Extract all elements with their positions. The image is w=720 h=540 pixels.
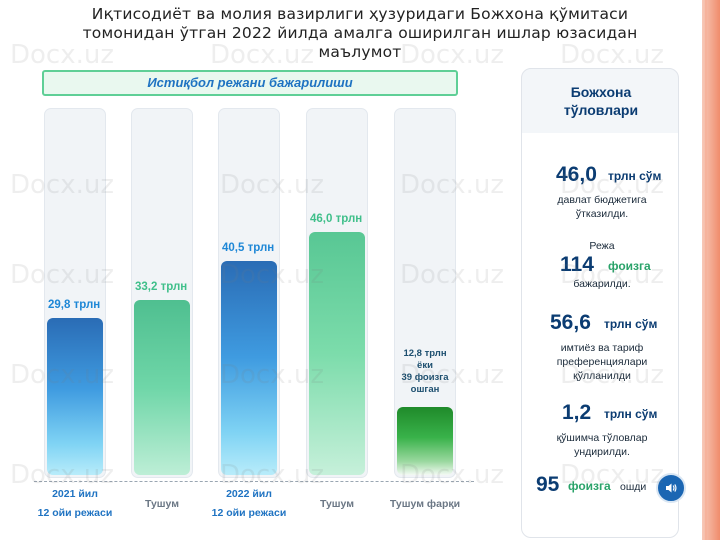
stat-text: давлат бюджетига ўтказилди. <box>534 193 670 221</box>
watermark: Docx.uz <box>10 260 114 290</box>
stat-text-line: преференциялари <box>556 356 648 368</box>
x-axis-label: Тушум фарқи <box>380 495 470 514</box>
x-axis-label-line: 12 ойи режаси <box>37 507 113 519</box>
bar <box>134 300 190 475</box>
difference-note-line: 39 фоизга <box>401 372 449 383</box>
panel-title-line-1: Божхона <box>570 84 632 100</box>
watermark: Docx.uz <box>220 260 324 290</box>
x-axis-label: 2021 йил 12 ойи режаси <box>30 485 120 523</box>
stat-value: 46,0 <box>556 163 597 186</box>
stat-unit: трлн сўм <box>604 317 658 331</box>
x-axis-label: Тушум <box>117 495 207 514</box>
stat-unit: фоизга <box>568 479 611 493</box>
watermark: Docx.uz <box>400 170 504 200</box>
panel-stats: 46,0 трлн сўм давлат бюджетига ўтказилди… <box>534 145 670 529</box>
watermark: Docx.uz <box>560 170 664 200</box>
infographic: Истиқбол режани бажарилиши 29,8 трлн 2021… <box>30 66 690 540</box>
watermark: Docx.uz <box>560 40 664 70</box>
stat-unit: трлн сўм <box>608 169 662 183</box>
stat-text: имтиёз ва тариф преференциялари қўлланил… <box>534 341 670 383</box>
watermark: Docx.uz <box>210 40 314 70</box>
bar <box>221 261 277 475</box>
bar-track <box>306 108 368 478</box>
difference-note-line: ошган <box>410 384 440 395</box>
difference-note-line: ёки <box>417 360 433 371</box>
x-axis-label-line: Тушум <box>144 498 180 510</box>
stat-text-line: бажарилди. <box>573 278 631 290</box>
difference-note-line: 12,8 трлн <box>403 348 447 359</box>
x-axis-label: Тушум <box>292 495 382 514</box>
page-title: Иқтисодиёт ва молия вазирлиги ҳузуридаги… <box>40 5 680 62</box>
speaker-icon <box>666 483 677 493</box>
title-line-1: Иқтисодиёт ва молия вазирлиги ҳузуридаги… <box>91 5 629 23</box>
stat-value: 1,2 <box>562 401 592 424</box>
bar <box>397 407 453 475</box>
watermark: Docx.uz <box>10 170 114 200</box>
watermark: Docx.uz <box>10 40 114 70</box>
panel-title-line-2: тўловлари <box>563 102 639 118</box>
difference-note: 12,8 трлн ёки 39 фоизга ошган <box>390 348 460 396</box>
stat-text-line: имтиёз ва тариф <box>560 342 644 354</box>
stat-text-line: давлат бюджетига <box>557 194 647 206</box>
bar-value-label: 40,5 трлн <box>222 242 275 254</box>
watermark: Docx.uz <box>400 360 504 390</box>
stat-text-line: ундирилди. <box>574 446 630 458</box>
bar-track <box>394 108 456 478</box>
audio-play-button[interactable] <box>656 473 686 503</box>
title-line-2: томонидан ўтган 2022 йилда амалга оширил… <box>82 24 638 42</box>
decorative-side-strip <box>702 0 720 540</box>
bar-value-label: 29,8 трлн <box>48 299 101 311</box>
x-axis-label-line: Тушум фарқи <box>389 498 461 510</box>
stat-unit: фоизга <box>608 259 651 273</box>
x-axis-label: 2022 йил 12 ойи режаси <box>204 485 294 523</box>
bar-value-label: 46,0 трлн <box>310 213 363 225</box>
chart-banner: Истиқбол режани бажарилиши <box>42 70 458 96</box>
stat-value: 95 <box>536 473 560 496</box>
x-axis-label-line: 12 ойи режаси <box>211 507 287 519</box>
chart-baseline <box>34 481 474 482</box>
stat-text: қўшимча тўловлар ундирилди. <box>534 431 670 459</box>
watermark: Docx.uz <box>400 460 504 490</box>
watermark: Docx.uz <box>220 460 324 490</box>
stat-text-line: ўтказилди. <box>575 208 629 220</box>
x-axis-label-line: 2021 йил <box>52 488 98 500</box>
bar <box>309 232 365 475</box>
watermark: Docx.uz <box>560 460 664 490</box>
stat-suffix: ошди <box>620 481 647 493</box>
stat-text: бажарилди. <box>534 277 670 291</box>
stat-text-line: қўшимча тўловлар <box>556 432 648 444</box>
watermark: Docx.uz <box>220 360 324 390</box>
bar-track <box>218 108 280 478</box>
title-line-3: маълумот <box>318 43 402 61</box>
bar <box>47 318 103 475</box>
stat-value: 114 <box>560 253 594 276</box>
watermark: Docx.uz <box>400 40 504 70</box>
watermark: Docx.uz <box>220 170 324 200</box>
watermark: Docx.uz <box>560 260 664 290</box>
watermark: Docx.uz <box>560 360 664 390</box>
watermark: Docx.uz <box>10 360 114 390</box>
stat-text-line: қўлланилди <box>573 370 631 382</box>
stat-unit: трлн сўм <box>604 407 658 421</box>
bar-value-label: 33,2 трлн <box>135 281 188 293</box>
stat-value: 56,6 <box>550 311 591 334</box>
x-axis-label-line: 2022 йил <box>226 488 272 500</box>
watermark: Docx.uz <box>400 260 504 290</box>
bar-track <box>131 108 193 478</box>
stat-pre: Режа <box>589 240 615 252</box>
watermark: Docx.uz <box>10 460 114 490</box>
x-axis-label-line: Тушум <box>319 498 355 510</box>
panel-title: Божхона тўловлари <box>522 83 680 119</box>
customs-payments-panel: Божхона тўловлари 46,0 трлн сўм давлат б… <box>521 68 679 538</box>
bar-track <box>44 108 106 478</box>
